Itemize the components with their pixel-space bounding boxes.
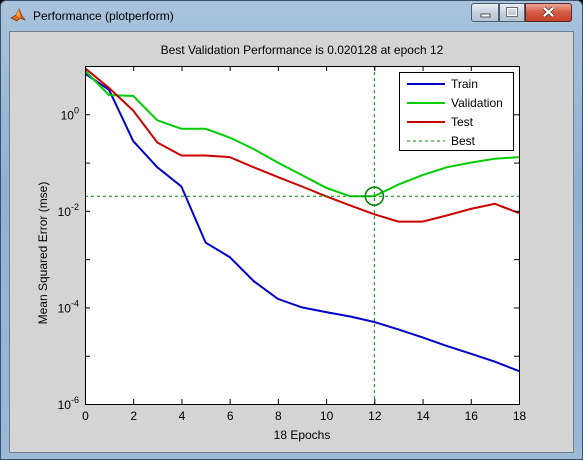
- plot-axes-border: [85, 66, 520, 405]
- y-tick-label: 10-2: [58, 202, 79, 219]
- x-axis-label: 18 Epochs: [274, 428, 331, 442]
- series-train-line: [85, 72, 519, 373]
- x-tick-label: 6: [227, 409, 234, 423]
- y-axis-label: Mean Squared Error (mse): [36, 182, 50, 325]
- y-axis: 100 10-2 10-4 10-6: [58, 66, 519, 412]
- x-tick-label: 12: [368, 409, 382, 423]
- y-tick-label: 100: [61, 105, 79, 122]
- x-tick-label: 14: [416, 409, 430, 423]
- legend-label-train: Train: [451, 77, 478, 91]
- maximize-icon: [506, 7, 518, 17]
- performance-chart: Best Validation Performance is 0.020128 …: [36, 43, 526, 442]
- series-layer: [85, 67, 519, 373]
- legend-label-test: Test: [451, 115, 474, 129]
- x-tick-label: 8: [275, 409, 282, 423]
- x-tick-label: 2: [130, 409, 137, 423]
- matlab-logo-icon: [10, 8, 26, 22]
- x-tick-label: 16: [465, 409, 479, 423]
- x-tick-label: 10: [320, 409, 334, 423]
- y-tick-label: 10-6: [58, 395, 79, 412]
- chart-title: Best Validation Performance is 0.020128 …: [161, 43, 444, 57]
- legend-label-validation: Validation: [451, 96, 503, 110]
- y-tick-label: 10-4: [58, 298, 79, 315]
- best-marker-layer: [85, 66, 519, 404]
- legend-box: [399, 72, 514, 151]
- legend: Train Validation Test Best: [399, 72, 514, 151]
- x-axis: 0 2 4 6 8 10 12 14 16 18: [82, 66, 526, 423]
- x-tick-label: 0: [82, 409, 89, 423]
- best-point-marker: [364, 186, 385, 206]
- figure-area: Best Validation Performance is 0.020128 …: [9, 31, 574, 453]
- x-tick-label: 4: [179, 409, 186, 423]
- legend-label-best: Best: [451, 134, 476, 148]
- close-button[interactable]: [525, 3, 572, 22]
- title-bar[interactable]: Performance (plotperform): [1, 1, 582, 31]
- window-title: Performance (plotperform): [33, 9, 174, 23]
- minimize-icon: [480, 13, 491, 18]
- minimize-button[interactable]: [471, 3, 499, 22]
- maximize-button[interactable]: [499, 3, 525, 22]
- series-validation-line: [85, 69, 519, 198]
- x-tick-label: 18: [513, 409, 527, 423]
- close-icon: [542, 6, 555, 18]
- series-test-line: [85, 67, 519, 223]
